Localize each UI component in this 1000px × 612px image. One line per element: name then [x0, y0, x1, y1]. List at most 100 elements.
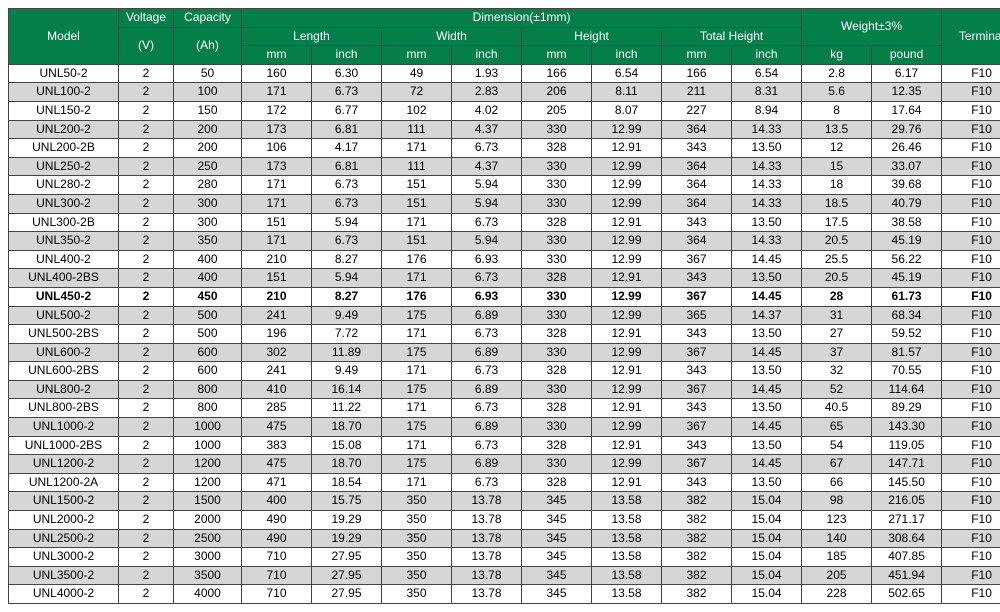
- cell-model: UNL4000-2: [9, 585, 119, 604]
- table-row: UNL300-2B23001515.941716.7332812.9134313…: [9, 213, 1000, 232]
- cell-value: 29.76: [872, 120, 942, 139]
- cell-value: 12.99: [592, 120, 662, 139]
- cell-value: 350: [382, 511, 452, 530]
- cell-value: 367: [662, 380, 732, 399]
- cell-value: 328: [522, 213, 592, 232]
- cell-value: 98: [802, 492, 872, 511]
- cell-value: 15.08: [312, 436, 382, 455]
- cell-model: UNL2500-2: [9, 529, 119, 548]
- cell-value: 166: [662, 64, 732, 83]
- cell-value: 2: [119, 213, 174, 232]
- cell-value: 38.58: [872, 213, 942, 232]
- cell-value: 328: [522, 399, 592, 418]
- cell-value: 407.85: [872, 548, 942, 567]
- cell-value: F10: [942, 120, 1000, 139]
- cell-value: 382: [662, 566, 732, 585]
- cell-value: 13.50: [732, 269, 802, 288]
- cell-value: 6.73: [452, 473, 522, 492]
- cell-value: 32: [802, 362, 872, 381]
- cell-value: F10: [942, 176, 1000, 195]
- cell-value: 400: [242, 492, 312, 511]
- cell-value: 40.5: [802, 399, 872, 418]
- table-row: UNL50-22501606.30491.931666.541666.542.8…: [9, 64, 1000, 83]
- cell-value: 2: [119, 101, 174, 120]
- cell-value: 382: [662, 585, 732, 604]
- table-row: UNL800-2BS280028511.221716.7332812.91343…: [9, 399, 1000, 418]
- table-row: UNL400-2BS24001515.941716.7332812.913431…: [9, 269, 1000, 288]
- cell-model: UNL150-2: [9, 101, 119, 120]
- table-row: UNL300-223001716.731515.9433012.9936414.…: [9, 194, 1000, 213]
- cell-value: 5.94: [452, 176, 522, 195]
- cell-value: 710: [242, 585, 312, 604]
- cell-value: 11.89: [312, 343, 382, 362]
- cell-value: 140: [802, 529, 872, 548]
- cell-value: 5.94: [312, 213, 382, 232]
- cell-value: 12.91: [592, 436, 662, 455]
- cell-value: F10: [942, 585, 1000, 604]
- cell-value: 228: [802, 585, 872, 604]
- cell-value: 6.73: [452, 269, 522, 288]
- cell-value: 2: [119, 194, 174, 213]
- cell-model: UNL400-2BS: [9, 269, 119, 288]
- unit-mm: mm: [242, 46, 312, 65]
- cell-value: 330: [522, 287, 592, 306]
- cell-value: 171: [382, 473, 452, 492]
- cell-value: 5.94: [452, 232, 522, 251]
- cell-value: 2: [119, 418, 174, 437]
- cell-value: 410: [242, 380, 312, 399]
- cell-value: 328: [522, 269, 592, 288]
- cell-value: 2: [119, 362, 174, 381]
- cell-value: 12.99: [592, 232, 662, 251]
- unit-v: (V): [119, 27, 174, 64]
- cell-value: 171: [242, 176, 312, 195]
- cell-value: 12.91: [592, 139, 662, 158]
- cell-value: 2: [119, 83, 174, 102]
- cell-value: 6.93: [452, 287, 522, 306]
- cell-value: 2: [119, 566, 174, 585]
- cell-value: 241: [242, 362, 312, 381]
- cell-value: 175: [382, 455, 452, 474]
- cell-value: F10: [942, 436, 1000, 455]
- cell-value: 364: [662, 120, 732, 139]
- cell-value: 206: [522, 83, 592, 102]
- cell-value: 151: [242, 269, 312, 288]
- cell-value: 12.91: [592, 325, 662, 344]
- cell-value: 343: [662, 325, 732, 344]
- cell-value: 2: [119, 269, 174, 288]
- cell-value: 330: [522, 176, 592, 195]
- cell-value: 6.54: [732, 64, 802, 83]
- cell-value: 6.73: [452, 325, 522, 344]
- cell-value: 2: [119, 325, 174, 344]
- cell-value: 500: [174, 306, 242, 325]
- cell-value: 33.07: [872, 157, 942, 176]
- cell-value: 6.73: [312, 83, 382, 102]
- cell-value: 65: [802, 418, 872, 437]
- col-model: Model: [9, 9, 119, 65]
- cell-value: F10: [942, 325, 1000, 344]
- table-row: UNL1000-2BS2100038315.081716.7332812.913…: [9, 436, 1000, 455]
- cell-value: 285: [242, 399, 312, 418]
- table-row: UNL500-225002419.491756.8933012.9936514.…: [9, 306, 1000, 325]
- cell-value: F10: [942, 399, 1000, 418]
- cell-value: 6.73: [312, 176, 382, 195]
- cell-value: 2: [119, 232, 174, 251]
- cell-value: 6.73: [452, 139, 522, 158]
- cell-value: 330: [522, 157, 592, 176]
- cell-model: UNL800-2BS: [9, 399, 119, 418]
- cell-model: UNL350-2: [9, 232, 119, 251]
- cell-value: 66: [802, 473, 872, 492]
- cell-value: 6.73: [452, 213, 522, 232]
- cell-value: 12.99: [592, 418, 662, 437]
- cell-value: 12.91: [592, 213, 662, 232]
- cell-value: 13.50: [732, 325, 802, 344]
- cell-value: 27.95: [312, 566, 382, 585]
- cell-value: 171: [242, 232, 312, 251]
- cell-value: 14.33: [732, 176, 802, 195]
- cell-value: 3000: [174, 548, 242, 567]
- cell-value: 800: [174, 399, 242, 418]
- cell-value: F10: [942, 232, 1000, 251]
- cell-value: 6.89: [452, 306, 522, 325]
- cell-value: F10: [942, 306, 1000, 325]
- cell-model: UNL600-2: [9, 343, 119, 362]
- cell-value: F10: [942, 492, 1000, 511]
